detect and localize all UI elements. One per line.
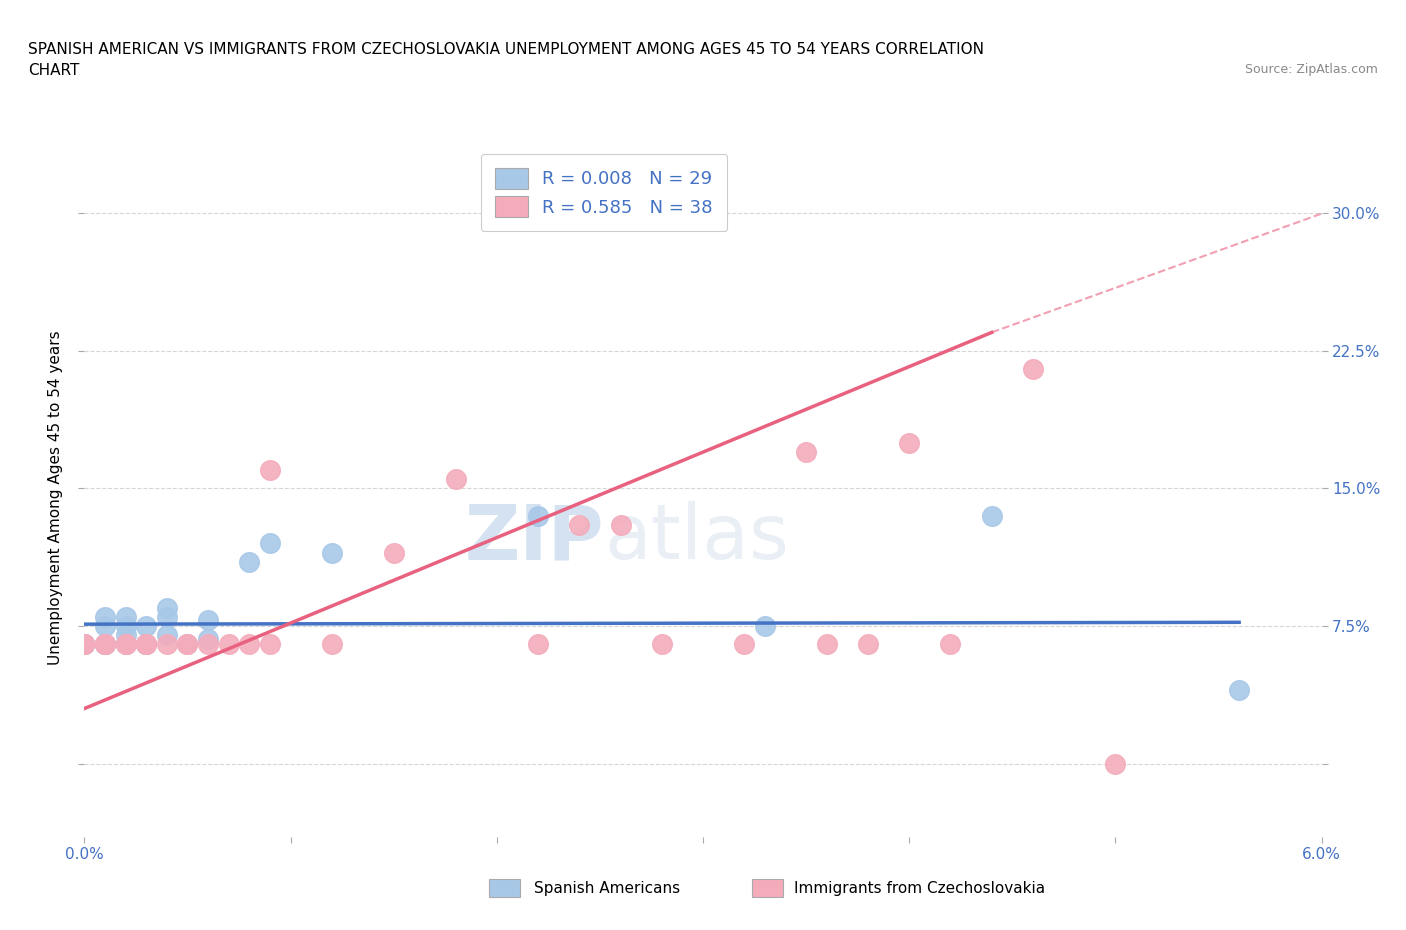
Point [259, 637, 281, 652]
Point [754, 618, 776, 633]
Point [114, 637, 136, 652]
Point [73, 637, 96, 652]
Point [382, 545, 405, 560]
Point [259, 462, 281, 477]
Point [321, 637, 343, 652]
Point [94, 618, 117, 633]
Text: atlas: atlas [605, 501, 789, 576]
Text: SPANISH AMERICAN VS IMMIGRANTS FROM CZECHOSLOVAKIA UNEMPLOYMENT AMONG AGES 45 TO: SPANISH AMERICAN VS IMMIGRANTS FROM CZEC… [28, 42, 984, 57]
Point [1022, 362, 1045, 377]
Point [114, 628, 136, 643]
Point [238, 637, 260, 652]
Point [135, 637, 157, 652]
Point [135, 618, 157, 633]
Point [156, 609, 179, 624]
Point [114, 609, 136, 624]
FancyBboxPatch shape [489, 879, 520, 897]
Point [197, 637, 219, 652]
Point [238, 554, 260, 569]
Point [73, 637, 96, 652]
Point [73, 637, 96, 652]
Point [73, 637, 96, 652]
Point [94, 609, 117, 624]
Point [898, 435, 921, 450]
Point [733, 637, 755, 652]
Text: CHART: CHART [28, 63, 80, 78]
Point [218, 637, 240, 652]
Point [197, 631, 219, 646]
Point [815, 637, 838, 652]
Point [73, 637, 96, 652]
Point [73, 637, 96, 652]
Text: ZIP: ZIP [464, 501, 605, 576]
Y-axis label: Unemployment Among Ages 45 to 54 years: Unemployment Among Ages 45 to 54 years [48, 330, 63, 665]
Point [156, 637, 179, 652]
Point [73, 637, 96, 652]
Point [176, 637, 198, 652]
Point [939, 637, 962, 652]
Point [1104, 756, 1126, 771]
Point [156, 628, 179, 643]
Point [73, 637, 96, 652]
Point [94, 637, 117, 652]
Point [1227, 683, 1250, 698]
Text: Source: ZipAtlas.com: Source: ZipAtlas.com [1244, 63, 1378, 76]
Text: Spanish Americans: Spanish Americans [534, 881, 681, 896]
Point [73, 637, 96, 652]
Point [527, 509, 550, 524]
Point [94, 637, 117, 652]
Point [114, 618, 136, 633]
Point [980, 509, 1002, 524]
Point [259, 536, 281, 551]
Point [176, 637, 198, 652]
Point [856, 637, 879, 652]
Point [527, 637, 550, 652]
Point [114, 637, 136, 652]
Point [176, 637, 198, 652]
Point [94, 637, 117, 652]
Point [135, 637, 157, 652]
Point [94, 637, 117, 652]
Point [135, 637, 157, 652]
Legend: R = 0.008   N = 29, R = 0.585   N = 38: R = 0.008 N = 29, R = 0.585 N = 38 [481, 153, 727, 232]
Point [114, 637, 136, 652]
Point [568, 518, 591, 533]
Point [794, 445, 817, 459]
Point [114, 637, 136, 652]
Point [156, 600, 179, 615]
Point [197, 613, 219, 628]
Point [444, 472, 467, 486]
FancyBboxPatch shape [752, 879, 783, 897]
Point [94, 637, 117, 652]
Point [651, 637, 673, 652]
Point [135, 637, 157, 652]
Point [73, 637, 96, 652]
Point [94, 637, 117, 652]
Point [135, 637, 157, 652]
Point [609, 518, 631, 533]
Text: Immigrants from Czechoslovakia: Immigrants from Czechoslovakia [794, 881, 1046, 896]
Point [321, 545, 343, 560]
Point [73, 637, 96, 652]
